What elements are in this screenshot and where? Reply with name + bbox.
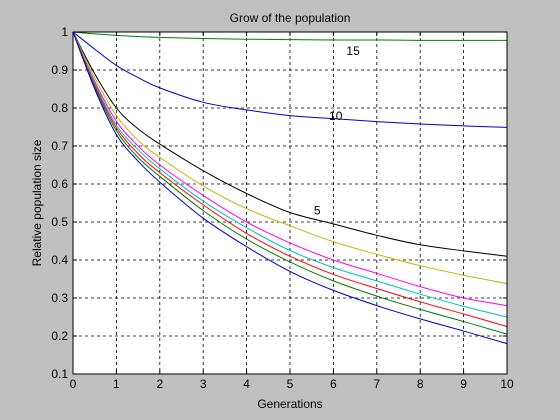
- y-tick-label: 0.5: [51, 215, 68, 229]
- x-axis-label: Generations: [257, 397, 322, 411]
- x-tick-label: 0: [70, 377, 77, 391]
- y-tick-label: 0.1: [51, 367, 68, 381]
- x-tick-label: 2: [156, 377, 163, 391]
- y-tick-label: 0.2: [51, 329, 68, 343]
- curve-annotation: 15: [346, 44, 360, 58]
- y-tick-label: 0.8: [51, 101, 68, 115]
- x-tick-label: 10: [500, 377, 514, 391]
- y-tick-label: 0.6: [51, 177, 68, 191]
- grid: [73, 32, 507, 374]
- annotations-group: 15 10 5: [314, 44, 360, 218]
- x-tick-label: 4: [243, 377, 250, 391]
- series-line-2: [72, 31, 508, 128]
- y-tick-label: 0.4: [51, 253, 68, 267]
- series-line-9: [72, 31, 508, 345]
- series-line-5: [72, 31, 508, 307]
- x-tick-label: 9: [460, 377, 467, 391]
- x-tick-label: 7: [373, 377, 380, 391]
- x-tick-label: 3: [200, 377, 207, 391]
- curve-annotation: 10: [329, 109, 343, 123]
- y-axis-label: Relative population size: [30, 139, 44, 266]
- series-line-6: [72, 31, 508, 318]
- series-line-7: [72, 31, 508, 327]
- y-tick-label: 1: [61, 25, 68, 39]
- series-line-4: [72, 31, 508, 285]
- y-tick-label: 0.9: [51, 63, 68, 77]
- x-tick-label: 6: [330, 377, 337, 391]
- x-tick-label: 1: [113, 377, 120, 391]
- chart-title: Grow of the population: [230, 11, 351, 25]
- series-line-3: [72, 31, 508, 257]
- y-tick-label: 0.3: [51, 291, 68, 305]
- curve-annotation: 5: [314, 204, 321, 218]
- series-line-8: [72, 31, 508, 335]
- ticks-group: 0 1 2 3 4 5 6 7 8 9 10 0.1 0.2 0.3 0.4 0.5 0.6 0.7 0.8 0.9 1: [51, 25, 514, 391]
- x-tick-label: 5: [287, 377, 294, 391]
- x-tick-label: 8: [417, 377, 424, 391]
- y-tick-label: 0.7: [51, 139, 68, 153]
